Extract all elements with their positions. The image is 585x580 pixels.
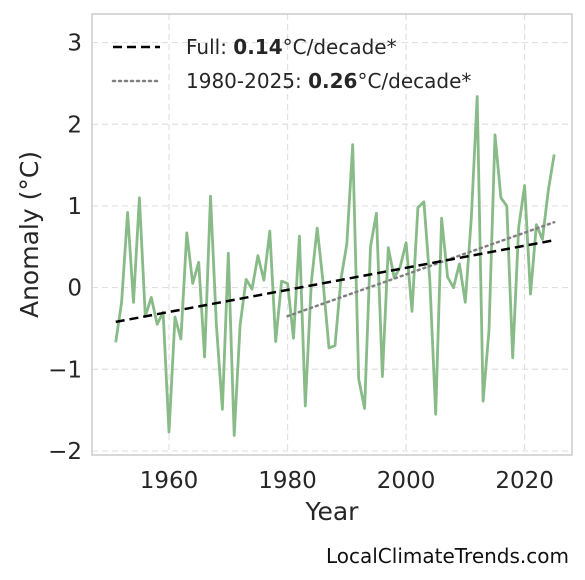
y-tick-label: 0 — [67, 276, 82, 302]
legend: Full: 0.14°C/decade* 1980-2025: 0.26°C/d… — [111, 35, 471, 93]
y-axis-title: Anomaly (°C) — [15, 151, 44, 318]
x-tick-labels: 1960 1980 2000 2020 — [140, 468, 554, 494]
x-tick-label: 1960 — [140, 468, 199, 494]
y-tick-label: −1 — [48, 357, 82, 383]
y-tick-label: 3 — [67, 31, 82, 57]
legend-label-full-trend: Full: 0.14°C/decade* — [186, 35, 397, 59]
y-tick-label: −2 — [48, 439, 82, 465]
site-credit: LocalClimateTrends.com — [325, 544, 569, 568]
legend-prefix: Full: — [186, 35, 233, 59]
x-tick-label: 1980 — [258, 468, 317, 494]
legend-prefix: 1980-2025: — [186, 69, 308, 93]
x-axis-title: Year — [305, 497, 360, 526]
legend-rate-value: 0.26 — [308, 69, 357, 93]
legend-label-recent-trend: 1980-2025: 0.26°C/decade* — [186, 69, 471, 93]
legend-rate-value: 0.14 — [233, 35, 282, 59]
plot-frame — [91, 13, 573, 456]
legend-suffix: °C/decade* — [283, 35, 397, 59]
full-trend-line — [115, 238, 555, 324]
y-tick-labels: −2 −1 0 1 2 3 — [48, 31, 82, 465]
recent-trend-line — [286, 221, 556, 318]
x-tick-label: 2000 — [377, 468, 436, 494]
chart-marks — [114, 95, 556, 437]
anomaly-series-line — [114, 95, 556, 437]
y-tick-label: 1 — [67, 194, 82, 220]
legend-suffix: °C/decade* — [357, 69, 471, 93]
y-tick-label: 2 — [67, 112, 82, 138]
grid-lines — [92, 14, 572, 455]
x-tick-label: 2020 — [495, 468, 554, 494]
